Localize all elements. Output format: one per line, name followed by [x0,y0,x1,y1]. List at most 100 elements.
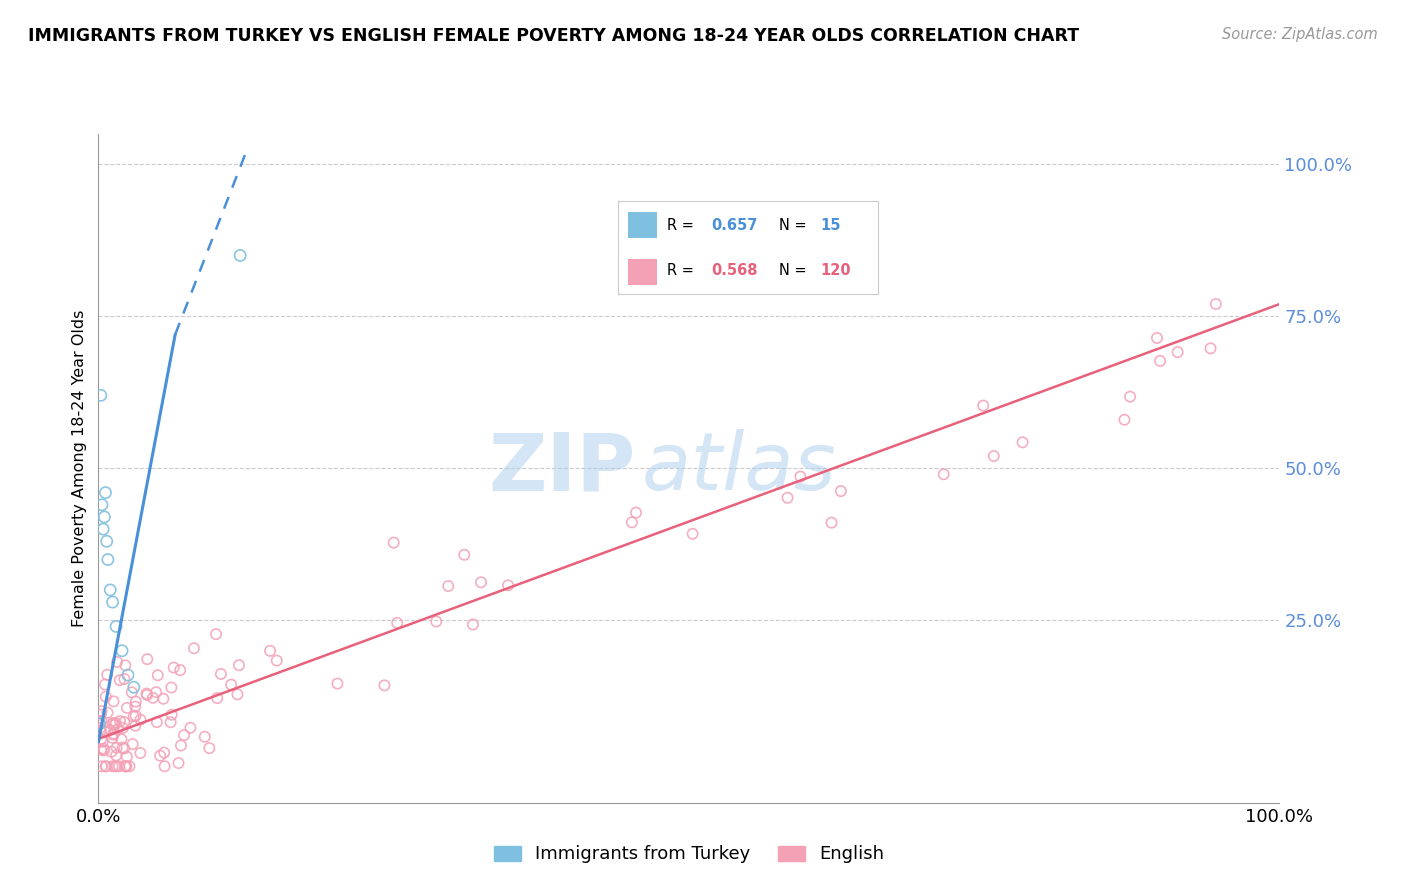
Point [121,737,143,751]
Text: atlas: atlas [641,429,837,508]
Point [93,510,115,524]
Point [129,713,152,727]
Point [149,748,172,763]
Point [142,690,165,705]
Point [152,691,174,706]
Point [90,743,112,757]
Point [94,690,117,704]
Point [159,715,181,730]
Point [385,615,408,630]
Point [91,735,114,749]
Point [105,619,128,633]
Point [682,526,704,541]
Point [90,704,112,718]
Point [209,667,232,681]
Point [173,728,195,742]
Point [122,680,145,694]
Point [104,718,127,732]
Point [160,707,183,722]
Point [93,741,115,756]
Point [470,575,492,590]
Point [91,522,114,536]
Point [170,739,193,753]
Point [205,691,228,706]
Point [100,745,122,759]
Point [129,746,152,760]
Point [97,552,120,566]
Point [89,715,111,730]
Point [437,579,460,593]
Point [101,716,124,731]
Point [112,672,135,686]
Point [114,759,136,773]
Point [266,654,288,668]
Point [122,709,145,723]
Point [229,248,252,262]
Point [167,756,190,770]
Point [90,707,112,722]
Text: ZIP: ZIP [488,429,636,508]
Point [115,701,138,715]
Point [1167,345,1189,359]
Point [1011,435,1033,450]
Point [101,731,124,745]
Point [112,741,135,756]
Point [101,595,124,609]
Point [94,759,117,773]
Point [101,759,124,773]
Point [89,716,111,731]
Point [160,681,183,695]
Point [105,759,128,773]
Point [163,660,186,674]
Point [1119,390,1142,404]
Point [90,723,112,738]
Point [96,706,118,720]
Point [107,723,129,737]
Point [96,667,118,681]
Point [90,759,112,773]
Point [112,715,135,730]
Text: IMMIGRANTS FROM TURKEY VS ENGLISH FEMALE POVERTY AMONG 18-24 YEAR OLDS CORRELATI: IMMIGRANTS FROM TURKEY VS ENGLISH FEMALE… [28,27,1080,45]
Legend: Immigrants from Turkey, English: Immigrants from Turkey, English [486,838,891,871]
Point [932,467,955,482]
Point [461,617,484,632]
Point [108,759,131,773]
Point [105,740,128,755]
Point [94,485,117,500]
Point [125,695,148,709]
Point [219,678,242,692]
Point [789,469,811,483]
Point [105,748,128,763]
Point [983,449,1005,463]
Point [136,688,159,702]
Point [108,673,131,688]
Point [111,644,134,658]
Point [118,759,141,773]
Point [425,615,447,629]
Point [453,548,475,562]
Point [1149,354,1171,368]
Point [326,676,349,690]
Point [103,716,125,731]
Point [103,727,125,741]
Point [620,516,643,530]
Point [146,668,169,682]
Point [194,730,217,744]
Point [108,714,131,728]
Point [93,743,115,757]
Point [624,506,647,520]
Point [110,732,132,747]
Point [98,723,121,737]
Point [111,721,134,735]
Point [373,678,395,692]
Point [90,731,112,746]
Point [124,708,146,723]
Point [259,644,281,658]
Point [104,716,127,731]
Point [135,687,157,701]
Point [198,741,221,756]
Point [179,721,201,735]
Point [117,668,139,682]
Point [103,694,125,708]
Point [96,759,118,773]
